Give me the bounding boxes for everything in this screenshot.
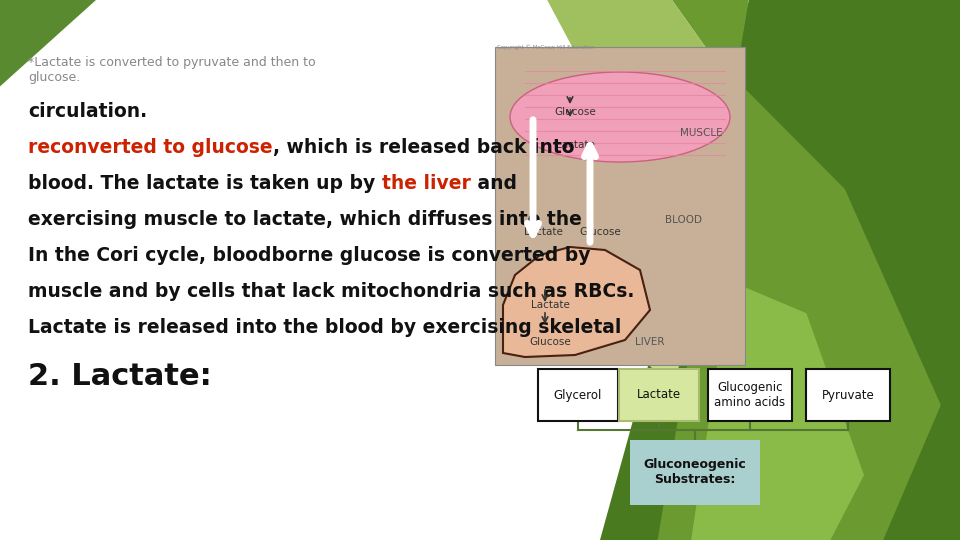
Text: Glucose: Glucose bbox=[579, 227, 621, 237]
FancyBboxPatch shape bbox=[806, 369, 890, 421]
Text: Gluconeogenic
Substrates:: Gluconeogenic Substrates: bbox=[643, 458, 746, 486]
Text: Lactate is released into the blood by exercising skeletal: Lactate is released into the blood by ex… bbox=[28, 318, 621, 337]
Text: Lactate: Lactate bbox=[556, 140, 594, 150]
FancyBboxPatch shape bbox=[495, 47, 745, 365]
Text: 2. Lactate:: 2. Lactate: bbox=[28, 362, 212, 391]
Text: Pyruvate: Pyruvate bbox=[822, 388, 875, 402]
Text: circulation.: circulation. bbox=[28, 102, 147, 121]
Text: In the Cori cycle, bloodborne glucose is converted by: In the Cori cycle, bloodborne glucose is… bbox=[28, 246, 590, 265]
Text: Glucose: Glucose bbox=[554, 107, 596, 117]
Text: LIVER: LIVER bbox=[635, 337, 664, 347]
Text: exercising muscle to lactate, which diffuses into the: exercising muscle to lactate, which diff… bbox=[28, 210, 582, 229]
Polygon shape bbox=[691, 281, 864, 540]
Text: and: and bbox=[470, 174, 516, 193]
Text: MUSCLE: MUSCLE bbox=[680, 128, 723, 138]
Text: muscle and by cells that lack mitochondria such as RBCs.: muscle and by cells that lack mitochondr… bbox=[28, 282, 635, 301]
Text: Glycerol: Glycerol bbox=[554, 388, 602, 402]
Text: Copyright © McGraw-Hill Education: Copyright © McGraw-Hill Education bbox=[497, 44, 594, 50]
Text: Glucogenic
amino acids: Glucogenic amino acids bbox=[714, 381, 785, 409]
Polygon shape bbox=[503, 247, 650, 357]
Ellipse shape bbox=[510, 72, 730, 162]
Polygon shape bbox=[600, 248, 691, 389]
FancyBboxPatch shape bbox=[708, 369, 792, 421]
Text: Glucose: Glucose bbox=[529, 337, 571, 347]
Text: the liver: the liver bbox=[382, 174, 470, 193]
Polygon shape bbox=[547, 205, 691, 389]
FancyBboxPatch shape bbox=[538, 369, 618, 421]
Text: Lactate: Lactate bbox=[523, 227, 563, 237]
FancyBboxPatch shape bbox=[630, 440, 760, 504]
Text: reconverted to glucose: reconverted to glucose bbox=[28, 138, 273, 157]
Polygon shape bbox=[0, 0, 96, 86]
Text: BLOOD: BLOOD bbox=[665, 215, 702, 225]
FancyBboxPatch shape bbox=[619, 369, 699, 421]
Polygon shape bbox=[658, 0, 941, 540]
Text: , which is released back into: , which is released back into bbox=[273, 138, 574, 157]
Polygon shape bbox=[547, 0, 710, 108]
Polygon shape bbox=[600, 0, 960, 540]
Text: Lactate: Lactate bbox=[531, 300, 569, 310]
Text: blood. The lactate is taken up by: blood. The lactate is taken up by bbox=[28, 174, 382, 193]
Text: Lactate: Lactate bbox=[636, 388, 681, 402]
Text: *Lactate is converted to pyruvate and then to
glucose.: *Lactate is converted to pyruvate and th… bbox=[28, 56, 316, 84]
